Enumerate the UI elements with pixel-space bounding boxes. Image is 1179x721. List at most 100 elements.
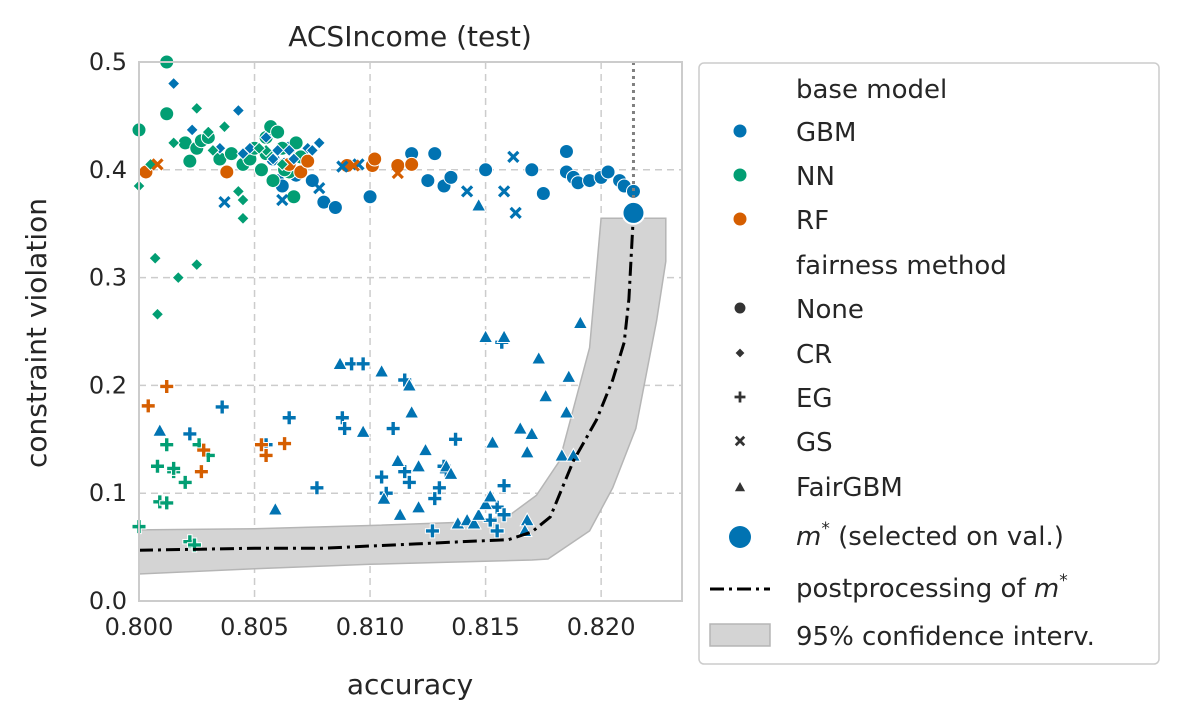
point-gbm-cr bbox=[282, 143, 296, 158]
point-nn-eg bbox=[166, 460, 182, 476]
point-gbm-fairgbm bbox=[484, 434, 501, 449]
legend-fairness-title: fairness method bbox=[796, 251, 1007, 281]
point-nn-eg bbox=[159, 437, 175, 453]
y-axis-label: constraint violation bbox=[20, 198, 53, 468]
point-rf-gs bbox=[347, 159, 361, 172]
point-nn-cr bbox=[201, 125, 216, 139]
point-nn-cr bbox=[236, 193, 250, 207]
y-tick-label: 0.4 bbox=[89, 156, 127, 184]
legend-selected-sup: * bbox=[821, 519, 830, 539]
point-gbm-eg bbox=[281, 410, 297, 426]
x-axis-label: accuracy bbox=[347, 668, 473, 701]
point-nn-eg bbox=[149, 458, 165, 474]
point-nn-none bbox=[288, 135, 304, 151]
point-gbm-gs-stroke bbox=[509, 206, 522, 220]
x-tick-label: 0.800 bbox=[105, 613, 174, 641]
point-nn-cr bbox=[252, 141, 266, 155]
point-gbm-cr bbox=[185, 123, 199, 137]
point-gbm-fairgbm bbox=[530, 350, 547, 365]
point-gbm-fairgbm bbox=[553, 447, 570, 462]
point-gbm-gs-stroke bbox=[276, 193, 289, 207]
point-gbm-gs bbox=[497, 185, 511, 198]
y-tick-label: 0.0 bbox=[89, 587, 127, 615]
point-gbm-eg bbox=[374, 469, 390, 485]
point-nn-cr bbox=[190, 101, 204, 116]
point-rf-eg bbox=[159, 378, 175, 394]
point-gbm-gs bbox=[276, 193, 289, 207]
point-gbm-eg bbox=[489, 523, 505, 539]
legend-marker-gs-stroke bbox=[734, 435, 746, 447]
point-nn-cr bbox=[150, 307, 165, 321]
point-gbm-eg bbox=[182, 426, 198, 442]
point-gbm-cr bbox=[305, 143, 320, 158]
point-gbm-fairgbm bbox=[392, 506, 408, 521]
point-gbm-eg bbox=[355, 356, 371, 372]
point-gbm-fairgbm bbox=[560, 368, 577, 383]
point-rf-eg bbox=[193, 464, 209, 480]
legend-selected-label: m* (selected on val.) bbox=[796, 519, 1064, 552]
point-rf-eg bbox=[196, 442, 212, 458]
point-gbm-fairgbm bbox=[332, 355, 348, 370]
point-gbm-cr bbox=[231, 103, 246, 118]
legend-marker-rf bbox=[732, 211, 748, 227]
point-gbm-eg bbox=[385, 421, 401, 437]
point-gbm-fairgbm bbox=[470, 197, 487, 212]
legend-marker-eg bbox=[733, 390, 747, 404]
point-gbm-eg bbox=[337, 421, 353, 437]
point-gbm-none bbox=[478, 162, 494, 178]
point-gbm-eg bbox=[214, 399, 230, 415]
point-gbm-none bbox=[427, 146, 443, 162]
legend-postprocessing-sup: * bbox=[1059, 571, 1068, 591]
point-gbm-none bbox=[420, 173, 436, 189]
point-gbm-fairgbm bbox=[496, 328, 512, 343]
axes-layer: 0.800 0.805 0.810 0.815 0.820 0.0 0.1 0.2 0.3 0.4… bbox=[89, 48, 683, 641]
x-tick-label: 0.805 bbox=[220, 613, 289, 641]
point-gbm-none bbox=[443, 169, 459, 185]
point-gbm-none bbox=[625, 183, 641, 199]
point-nn-cr bbox=[236, 211, 250, 226]
point-nn-none bbox=[253, 162, 269, 178]
point-nn-cr bbox=[275, 157, 289, 172]
point-gbm-cr bbox=[266, 152, 280, 166]
legend-none-label: None bbox=[796, 295, 864, 325]
point-gbm-gs-stroke bbox=[218, 196, 231, 209]
point-gbm-gs bbox=[507, 150, 520, 163]
point-gbm-fairgbm bbox=[477, 495, 494, 511]
point-gbm-fairgbm bbox=[477, 328, 494, 343]
legend-postprocessing-text: postprocessing of bbox=[796, 574, 1034, 604]
point-gbm-eg bbox=[401, 474, 417, 490]
point-nn-cr bbox=[231, 184, 246, 199]
point-gbm-cr bbox=[236, 146, 250, 161]
point-gbm-fairgbm bbox=[373, 363, 390, 378]
point-nn-cr bbox=[206, 143, 220, 158]
point-gbm-none bbox=[535, 186, 551, 202]
point-nn-none bbox=[286, 189, 302, 205]
point-gbm-fairgbm bbox=[512, 420, 529, 435]
point-gbm-fairgbm bbox=[558, 404, 575, 419]
point-gbm-none bbox=[362, 189, 378, 205]
point-gbm-fairgbm bbox=[482, 488, 499, 503]
point-gbm-fairgbm bbox=[401, 377, 418, 392]
legend-marker-selected bbox=[729, 526, 751, 548]
point-nn-cr bbox=[190, 257, 204, 272]
point-gbm-fairgbm bbox=[470, 506, 487, 521]
legend-selected-math: m bbox=[796, 522, 821, 552]
legend-gbm-label: GBM bbox=[796, 118, 856, 148]
legend-ci-label: 95% confidence interv. bbox=[796, 622, 1095, 652]
point-rf-none bbox=[404, 156, 420, 172]
point-gbm-eg bbox=[431, 480, 447, 496]
point-gbm-fairgbm bbox=[417, 442, 434, 457]
chart-title: ACSIncome (test) bbox=[288, 20, 532, 53]
point-rf-eg bbox=[140, 398, 156, 414]
legend-eg-label: EG bbox=[796, 384, 833, 414]
legend-marker-gs bbox=[734, 435, 746, 447]
point-gbm-gs bbox=[218, 196, 231, 209]
point-gbm-gs-stroke bbox=[313, 181, 326, 195]
y-tick-label: 0.5 bbox=[89, 48, 127, 76]
legend-cr-label: CR bbox=[796, 340, 832, 370]
legend-marker-confidence-band bbox=[709, 623, 771, 647]
point-gbm-fairgbm bbox=[389, 452, 406, 467]
point-gbm-eg bbox=[496, 478, 512, 494]
point-gbm-cr bbox=[287, 152, 301, 166]
point-rf-gs-stroke bbox=[391, 166, 404, 180]
